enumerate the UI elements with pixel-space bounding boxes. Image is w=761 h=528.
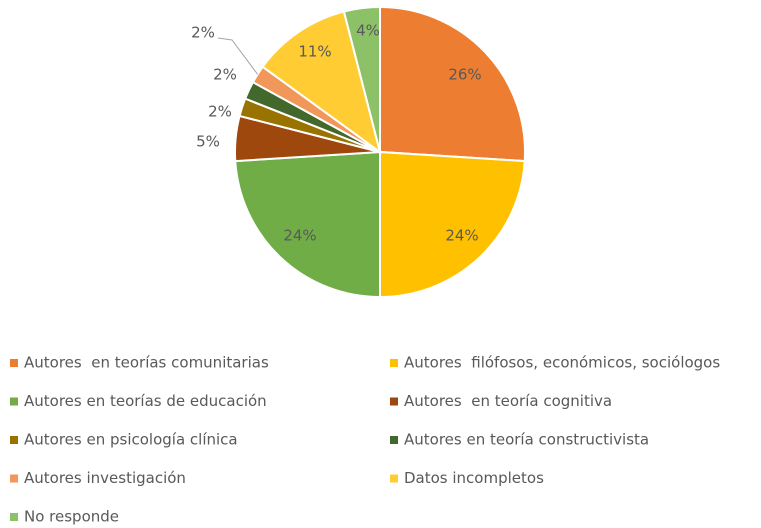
pie-slice	[261, 10, 382, 155]
legend-label: No responde	[24, 508, 119, 526]
legend-label: Autores en psicología clínica	[24, 431, 238, 449]
legend-label: Autores filófosos, económicos, sociólogo…	[404, 354, 720, 372]
data-label: 2%	[213, 66, 237, 84]
legend-swatch	[390, 397, 398, 406]
leader-line	[217, 37, 258, 75]
data-label: 26%	[448, 66, 481, 84]
legend-label: Autores investigación	[24, 469, 186, 487]
data-label: 2%	[191, 24, 215, 42]
pie-slice	[342, 5, 381, 153]
legend-label: Autores en teorías comunitarias	[24, 354, 269, 372]
pie-slice	[379, 150, 526, 299]
data-label: 2%	[208, 103, 232, 121]
pie-slice	[379, 5, 526, 163]
data-label: 5%	[196, 133, 220, 151]
pie-slice	[234, 150, 381, 299]
legend-swatch	[10, 359, 18, 367]
legend-swatch	[390, 359, 398, 367]
legend-swatch	[10, 513, 18, 521]
data-label: 24%	[445, 227, 478, 245]
legend-swatch	[390, 474, 398, 483]
data-label: 11%	[298, 43, 331, 61]
data-label: 24%	[283, 227, 316, 245]
legend-swatch	[10, 474, 18, 483]
legend-swatch	[10, 397, 18, 406]
legend-label: Autores en teorías de educación	[24, 392, 267, 410]
legend-label: Autores en teoría cognitiva	[404, 392, 612, 410]
legend-swatch	[10, 436, 18, 444]
data-label: 4%	[356, 22, 380, 40]
legend-label: Autores en teoría constructivista	[404, 431, 649, 449]
legend-label: Datos incompletos	[404, 469, 544, 487]
legend-swatch	[390, 436, 398, 444]
